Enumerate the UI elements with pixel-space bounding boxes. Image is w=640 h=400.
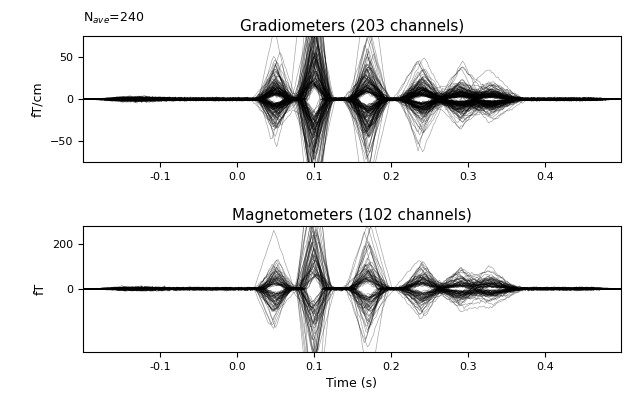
Title: Magnetometers (102 channels): Magnetometers (102 channels) (232, 208, 472, 223)
Y-axis label: fT/cm: fT/cm (31, 81, 45, 117)
Y-axis label: fT: fT (34, 283, 47, 295)
X-axis label: Time (s): Time (s) (326, 377, 378, 390)
Title: Gradiometers (203 channels): Gradiometers (203 channels) (240, 18, 464, 34)
Text: N$_{ave}$=240: N$_{ave}$=240 (83, 11, 145, 26)
